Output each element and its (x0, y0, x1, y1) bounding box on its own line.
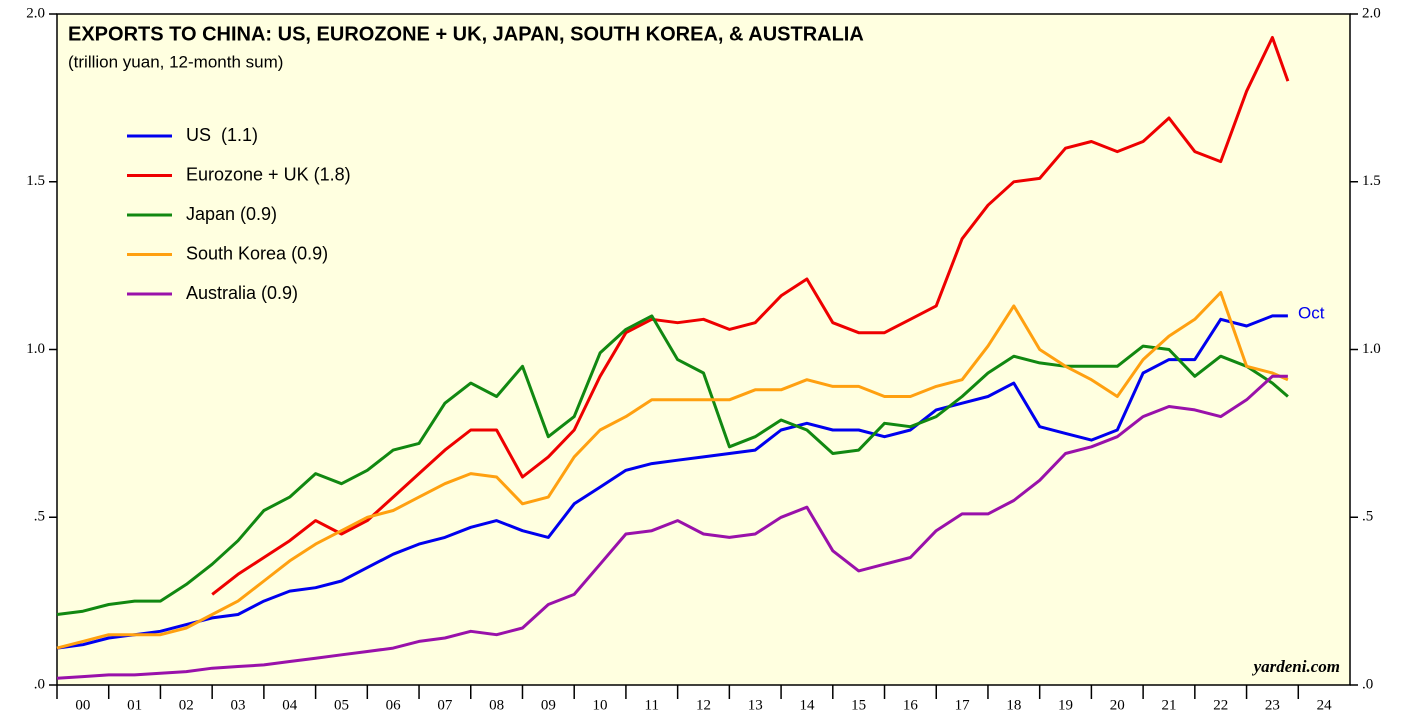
y2-tick-label: 1.0 (1362, 341, 1381, 357)
x-tick-label: 18 (1006, 697, 1021, 713)
x-tick-label: 06 (386, 697, 402, 713)
y-tick-label: .5 (34, 509, 45, 525)
legend-label: US (1.1) (186, 125, 258, 145)
x-tick-label: 16 (903, 697, 919, 713)
chart-subtitle: (trillion yuan, 12-month sum) (68, 52, 283, 71)
series-line (56, 291, 1289, 650)
series-line (56, 374, 1288, 680)
series-line (211, 36, 1290, 596)
legend-label: Japan (0.9) (186, 204, 277, 224)
x-tick-label: 01 (127, 697, 142, 713)
y-tick-label: 2.0 (26, 5, 45, 21)
x-tick-label: 04 (282, 697, 298, 713)
x-tick-label: 24 (1317, 697, 1333, 713)
x-tick-label: 15 (851, 697, 866, 713)
x-tick-label: 10 (593, 697, 608, 713)
annotation: Oct (1298, 303, 1325, 322)
source-credit: yardeni.com (1252, 657, 1340, 676)
x-tick-label: 08 (489, 697, 504, 713)
legend-label: Australia (0.9) (186, 283, 298, 303)
series-line (56, 314, 1289, 616)
x-tick-label: 12 (696, 697, 711, 713)
x-tick-label: 03 (231, 697, 246, 713)
legend-label: Eurozone + UK (1.8) (186, 164, 351, 184)
x-tick-label: 22 (1213, 697, 1228, 713)
x-tick-label: 09 (541, 697, 556, 713)
x-tick-label: 11 (645, 697, 659, 713)
y-tick-label: 1.5 (26, 173, 45, 189)
x-tick-label: 21 (1161, 697, 1176, 713)
x-tick-label: 14 (799, 697, 815, 713)
y2-tick-label: .0 (1362, 676, 1373, 692)
legend-label: South Korea (0.9) (186, 243, 328, 263)
x-tick-label: 05 (334, 697, 349, 713)
y-tick-label: .0 (34, 676, 45, 692)
x-tick-label: 00 (75, 697, 90, 713)
x-tick-label: 20 (1110, 697, 1125, 713)
y2-tick-label: 2.0 (1362, 5, 1381, 21)
y2-tick-label: .5 (1362, 509, 1373, 525)
x-tick-label: 17 (955, 697, 971, 713)
chart-title: EXPORTS TO CHINA: US, EUROZONE + UK, JAP… (68, 23, 864, 45)
x-tick-label: 19 (1058, 697, 1073, 713)
y2-tick-label: 1.5 (1362, 173, 1381, 189)
series-line (56, 314, 1288, 650)
x-tick-label: 07 (437, 697, 453, 713)
x-tick-label: 23 (1265, 697, 1280, 713)
x-tick-label: 02 (179, 697, 194, 713)
x-tick-label: 13 (748, 697, 763, 713)
y-tick-label: 1.0 (26, 341, 45, 357)
